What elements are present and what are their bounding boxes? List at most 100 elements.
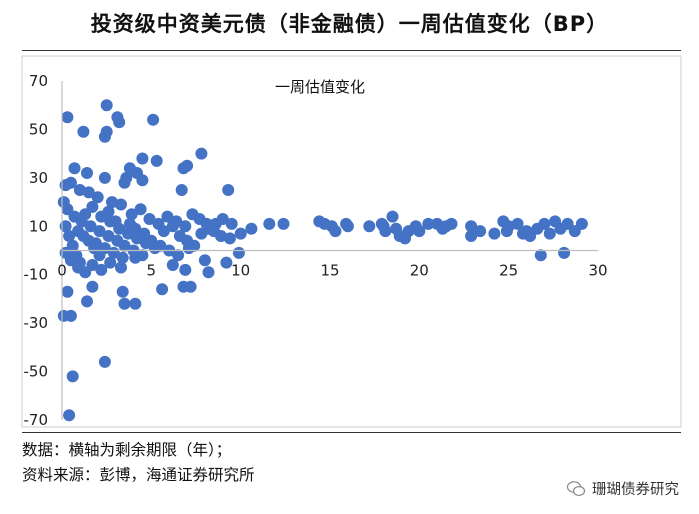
data-point xyxy=(543,227,556,240)
data-point xyxy=(100,99,113,112)
data-point xyxy=(129,251,142,264)
data-point xyxy=(134,203,147,216)
data-point xyxy=(575,217,588,230)
data-points xyxy=(57,99,588,422)
data-point xyxy=(363,220,376,233)
data-point xyxy=(399,232,411,245)
data-point xyxy=(474,225,487,238)
x-tick-label: 5 xyxy=(147,262,157,280)
data-point xyxy=(77,125,90,138)
x-tick-label: 0 xyxy=(57,262,67,280)
data-point xyxy=(184,280,197,293)
data-point xyxy=(129,297,142,310)
data-point xyxy=(150,154,163,167)
data-point xyxy=(81,295,93,308)
data-point xyxy=(220,256,233,269)
data-point xyxy=(91,191,104,204)
data-point xyxy=(500,225,513,238)
page-title: 投资级中资美元债（非金融债）一周估值变化（BP） xyxy=(90,12,609,36)
data-point xyxy=(63,230,76,242)
data-point xyxy=(115,198,127,211)
data-point xyxy=(102,230,115,242)
data-point xyxy=(245,222,258,235)
data-point xyxy=(465,220,478,233)
data-point xyxy=(179,263,192,276)
chat-bubble-icon xyxy=(566,480,586,496)
scatter-chart: 0 5 10 15 20 25 30 70 50 30 10 -10 -30 -50 -70 一周估值变化 xyxy=(21,55,682,429)
data-point xyxy=(86,259,99,271)
data-point xyxy=(329,225,342,238)
data-point xyxy=(66,370,79,383)
data-point xyxy=(95,263,108,276)
plot-frame xyxy=(21,55,682,428)
y-tick-label: -70 xyxy=(24,411,49,429)
y-tick-label: 30 xyxy=(29,169,48,187)
data-point xyxy=(118,176,131,189)
data-point xyxy=(413,225,426,238)
data-point xyxy=(136,152,149,165)
data-point xyxy=(156,283,169,296)
data-point xyxy=(102,205,115,218)
data-point xyxy=(179,220,192,233)
y-tick-label: -10 xyxy=(24,266,49,284)
x-tick-label: 20 xyxy=(410,262,429,280)
data-point xyxy=(170,215,183,228)
data-note: 数据：横轴为剩余期限（年）； xyxy=(22,441,232,459)
data-point xyxy=(538,217,551,230)
data-point xyxy=(277,217,290,230)
x-tick-label: 15 xyxy=(320,262,339,280)
source-divider xyxy=(22,432,681,433)
data-point xyxy=(145,234,158,247)
data-point xyxy=(125,208,138,221)
data-point xyxy=(263,217,276,230)
data-point xyxy=(152,217,165,230)
data-point xyxy=(64,254,77,267)
data-point xyxy=(109,215,122,228)
x-tick-labels: 0 5 10 15 20 25 30 xyxy=(57,262,607,280)
data-point xyxy=(113,116,126,129)
data-point xyxy=(143,213,156,225)
y-tick-label: 10 xyxy=(29,217,48,235)
chart-title: 一周估值变化 xyxy=(275,78,365,96)
data-point xyxy=(61,111,74,124)
data-point xyxy=(198,254,211,267)
data-point xyxy=(136,174,149,187)
data-point xyxy=(118,297,131,310)
brand-name: 珊瑚债券研究 xyxy=(592,482,679,498)
data-point xyxy=(64,309,77,322)
data-point xyxy=(86,280,99,293)
data-point xyxy=(166,259,179,271)
data-point xyxy=(222,184,235,196)
data-point xyxy=(202,266,215,279)
data-point xyxy=(386,210,399,223)
data-point xyxy=(177,162,190,175)
data-point xyxy=(549,215,562,228)
data-point xyxy=(81,167,93,179)
data-point xyxy=(172,249,185,262)
data-point xyxy=(558,246,571,259)
data-point xyxy=(115,261,127,274)
data-point xyxy=(422,217,435,230)
data-point xyxy=(98,171,111,184)
x-tick-label: 30 xyxy=(588,262,607,280)
data-point xyxy=(61,285,74,298)
data-point xyxy=(175,184,188,196)
data-point xyxy=(232,246,245,259)
data-point xyxy=(534,249,547,262)
data-point xyxy=(104,256,117,269)
title-divider xyxy=(22,50,681,51)
y-tick-label: 70 xyxy=(29,72,48,90)
data-point xyxy=(147,113,160,126)
y-tick-label: 50 xyxy=(29,120,48,138)
data-point xyxy=(161,210,174,223)
data-point xyxy=(511,217,524,230)
data-point xyxy=(64,176,77,189)
data-point xyxy=(116,251,129,264)
data-point xyxy=(79,266,92,279)
data-point xyxy=(340,217,353,230)
source-note: 资料来源：彭博，海通证券研究所 xyxy=(22,466,255,484)
data-point xyxy=(63,409,76,422)
data-point xyxy=(106,196,118,209)
data-point xyxy=(195,147,208,160)
data-point xyxy=(98,130,111,143)
